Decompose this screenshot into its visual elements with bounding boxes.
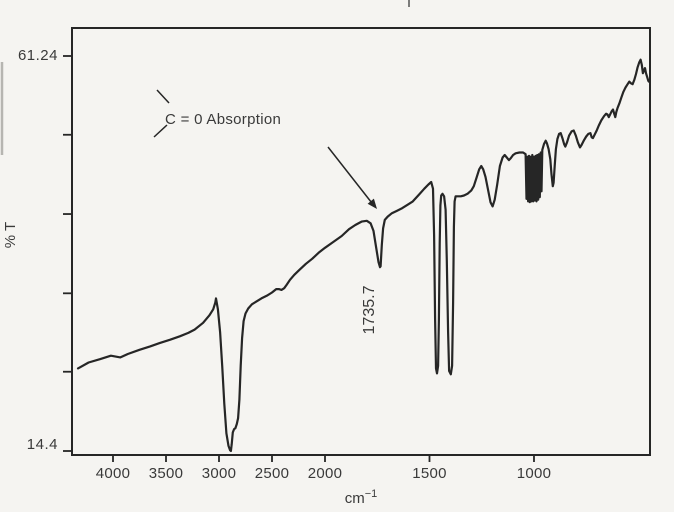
x-tick-label: 2000 xyxy=(307,465,343,482)
x-tick-label: 3500 xyxy=(148,465,184,482)
x-tick-label: 1500 xyxy=(412,465,447,482)
x-axis-unit-exponent: −1 xyxy=(364,488,378,500)
x-axis-unit-base: cm xyxy=(344,490,365,507)
x-axis-title: cm−1 xyxy=(333,486,389,507)
annotation-arrow-line xyxy=(327,146,373,203)
carbonyl-annotation-label: C = 0 Absorption xyxy=(165,111,282,128)
carbonyl-bond-stroke-top xyxy=(156,89,170,104)
x-tick-label: 3000 xyxy=(201,465,237,482)
peak-wavenumber-label: 1735.7 xyxy=(361,285,378,335)
carbonyl-bond-stroke-bottom xyxy=(153,124,168,138)
y-axis-max-label: 61.24 xyxy=(17,47,58,64)
x-tick-label: 4000 xyxy=(95,465,131,482)
x-tick-label: 1000 xyxy=(516,465,552,482)
annotation-arrowhead xyxy=(367,198,377,209)
transmittance-curve xyxy=(76,58,651,453)
x-tick-label: 2500 xyxy=(254,465,290,482)
y-axis-title: % T xyxy=(2,221,19,249)
y-axis-min-label: 14.4 xyxy=(26,436,58,453)
plot-frame xyxy=(71,27,651,456)
